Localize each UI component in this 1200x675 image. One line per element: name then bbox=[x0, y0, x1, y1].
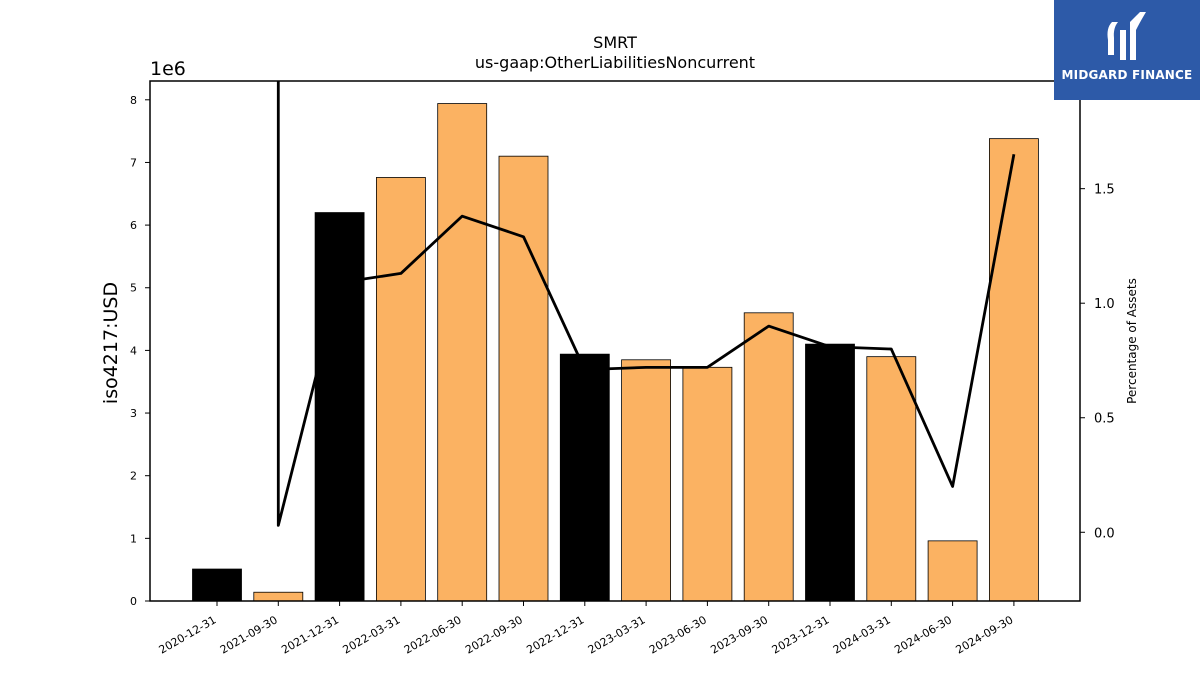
bar bbox=[866, 356, 917, 602]
x-tick-label: 2021-12-31 bbox=[279, 613, 341, 656]
y-tick-label: 0 bbox=[130, 595, 137, 608]
chart-title: SMRT bbox=[593, 33, 637, 52]
y-tick-label: 6 bbox=[130, 219, 137, 232]
x-tick-label: 2021-09-30 bbox=[218, 613, 280, 656]
y-tick-label: 3 bbox=[130, 407, 137, 420]
brand-logo: MIDGARD FINANCE bbox=[1054, 0, 1200, 100]
y2-axis-label: Percentage of Assets bbox=[1125, 278, 1139, 404]
bar bbox=[375, 177, 426, 602]
bar bbox=[743, 312, 794, 602]
y-tick-label: 4 bbox=[130, 344, 137, 357]
x-tick-label: 2024-09-30 bbox=[954, 613, 1016, 656]
x-tick-label: 2022-06-30 bbox=[402, 613, 464, 656]
bar bbox=[437, 103, 488, 602]
chart-subtitle: us-gaap:OtherLiabilitiesNoncurrent bbox=[475, 53, 755, 72]
y-tick-label: 7 bbox=[130, 156, 137, 169]
bar bbox=[192, 568, 242, 602]
y2-tick-label: 0.0 bbox=[1094, 526, 1115, 541]
x-tick-label: 2023-12-31 bbox=[770, 613, 832, 656]
line-group bbox=[276, 81, 1016, 527]
y-tick-label: 1 bbox=[130, 532, 137, 545]
y2-tick-label: 0.5 bbox=[1094, 412, 1115, 427]
y2-tick-label: 1.0 bbox=[1094, 297, 1115, 312]
plot-frame bbox=[149, 80, 1081, 602]
bar bbox=[498, 155, 549, 602]
x-tick-label: 2023-06-30 bbox=[647, 613, 709, 656]
bar bbox=[559, 353, 610, 602]
x-tick-label: 2020-12-31 bbox=[157, 613, 219, 656]
y-axis-label: iso4217:USD bbox=[100, 282, 122, 404]
x-tick-label: 2024-06-30 bbox=[892, 613, 954, 656]
y-tick-label: 5 bbox=[130, 282, 137, 295]
y-tick-label: 8 bbox=[130, 94, 137, 107]
bars-group bbox=[192, 103, 1039, 602]
logo-mark-icon bbox=[1107, 12, 1146, 60]
x-tick-label: 2024-03-31 bbox=[831, 613, 893, 656]
brand-name: MIDGARD FINANCE bbox=[1061, 68, 1193, 82]
bar bbox=[927, 540, 978, 602]
y2-tick-label: 1.5 bbox=[1094, 183, 1115, 198]
bar bbox=[314, 212, 365, 602]
y-offset-label: 1e6 bbox=[150, 58, 186, 80]
bar bbox=[621, 359, 671, 602]
x-tick-label: 2022-03-31 bbox=[341, 613, 403, 656]
x-tick-label: 2023-03-31 bbox=[586, 613, 648, 656]
x-tick-label: 2023-09-30 bbox=[708, 613, 770, 656]
line-series bbox=[276, 81, 1016, 527]
bar bbox=[805, 343, 855, 602]
y-tick-label: 2 bbox=[130, 470, 137, 483]
bar bbox=[253, 591, 304, 602]
bar bbox=[989, 138, 1039, 602]
bar bbox=[682, 366, 733, 602]
x-tick-label: 2022-12-31 bbox=[524, 613, 586, 656]
x-tick-label: 2022-09-30 bbox=[463, 613, 525, 656]
